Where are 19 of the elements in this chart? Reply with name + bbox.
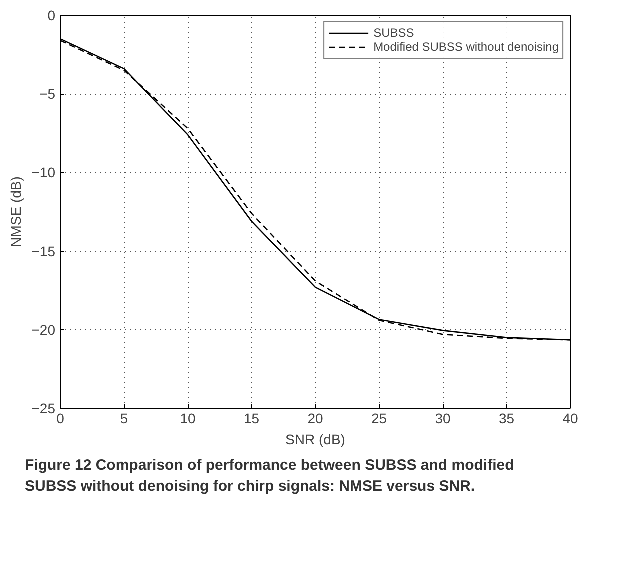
x-tick-label: 20 (308, 410, 324, 426)
x-tick-label: 40 (562, 410, 578, 426)
y-axis-title: NMSE (dB) (8, 176, 24, 248)
legend-label: SUBSS (374, 26, 414, 40)
x-tick-label: 35 (498, 410, 515, 426)
y-tick-label: −15 (32, 243, 56, 260)
x-tick-label: 30 (435, 410, 451, 426)
x-tick-label: 10 (180, 410, 196, 426)
y-tick-label: −10 (32, 164, 56, 181)
x-tick-label: 25 (371, 410, 388, 426)
x-tick-label: 5 (120, 410, 128, 426)
caption: Figure 12 Comparison of performance between SUBSS and modified SUBSS without denoising for chirp signals: NMSE versus SNR. (24, 456, 516, 498)
y-tick-label: −20 (32, 322, 56, 338)
y-tick-label: −25 (32, 400, 56, 416)
y-tick-label: −5 (40, 86, 56, 102)
y-tick-label: 0 (48, 8, 56, 24)
x-axis-title: SNR (dB) (286, 432, 346, 448)
x-tick-label: 15 (244, 410, 260, 426)
legend-label: Modified SUBSS without denoising (374, 40, 559, 54)
